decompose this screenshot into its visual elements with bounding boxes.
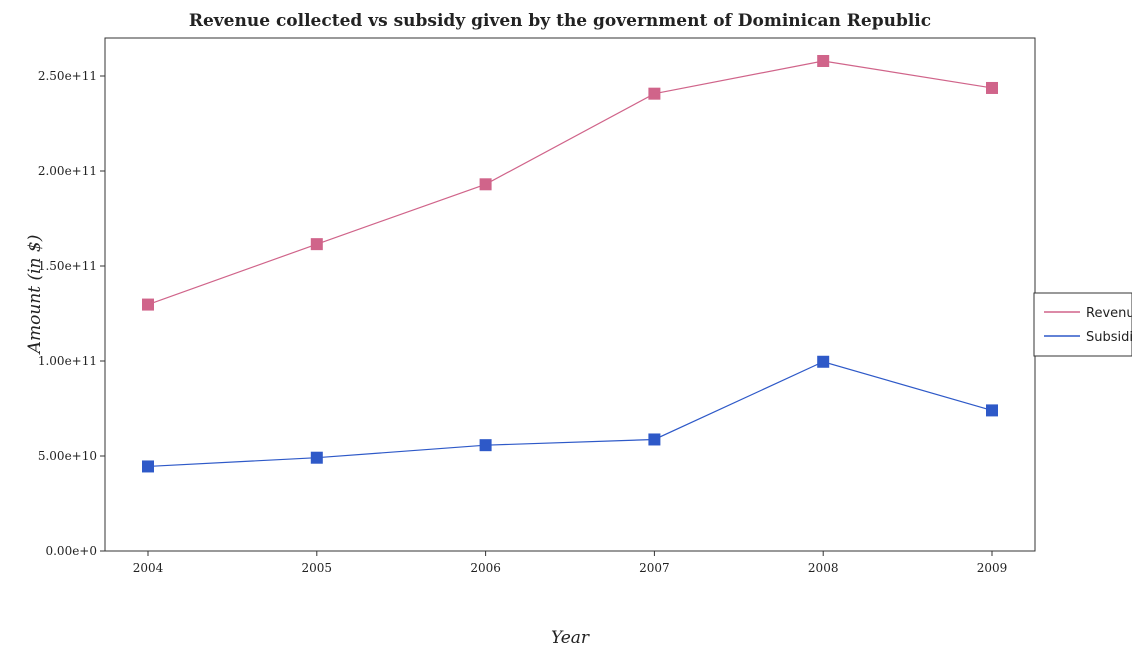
subsidies-point-2006 <box>479 439 492 452</box>
y-tick-label: 2.50e+11 <box>38 69 97 83</box>
x-axis-ticks: 2004 2005 2006 2007 2008 2009 <box>133 551 1008 575</box>
series-layer <box>142 54 998 473</box>
chart-title: Revenue collected vs subsidy given by th… <box>189 11 931 31</box>
legend-box <box>1033 292 1132 357</box>
x-tick-label: 2008 <box>808 561 839 575</box>
x-axis-label: Year <box>551 628 590 648</box>
subsidies-point-2005 <box>310 451 323 464</box>
x-tick-label: 2004 <box>133 561 164 575</box>
plot-area <box>104 37 1036 552</box>
legend-subsidies-label: Subsidies <box>1086 330 1132 345</box>
revenue-point-2007 <box>648 87 661 100</box>
subsidies-point-2008 <box>817 355 830 368</box>
revenue-point-2006 <box>479 178 492 191</box>
y-tick-label: 1.00e+11 <box>38 354 97 368</box>
revenue-point-2009 <box>986 81 998 94</box>
x-tick-label: 2009 <box>977 561 1008 575</box>
subsidies-series-line <box>147 361 993 468</box>
x-tick-label: 2005 <box>302 561 333 575</box>
subsidies-point-2009 <box>986 404 998 417</box>
y-axis-ticks: 0.00e+0 5.00e+10 1.00e+11 1.50e+11 2.00e+11 2… <box>38 69 105 558</box>
x-tick-label: 2007 <box>639 561 670 575</box>
revenue-series-line <box>147 60 993 306</box>
legend-revenue-label: Revenue <box>1086 306 1132 321</box>
revenue-point-2008 <box>817 54 830 67</box>
revenue-point-2005 <box>310 238 323 251</box>
subsidies-point-2007 <box>648 433 661 446</box>
y-tick-label: 2.00e+11 <box>38 164 97 178</box>
y-tick-label: 0.00e+0 <box>45 544 97 558</box>
legend: Revenue Subsidies <box>1033 292 1132 357</box>
subsidies-point-2004 <box>142 460 154 473</box>
y-tick-label: 1.50e+11 <box>38 259 97 273</box>
revenue-point-2004 <box>142 298 154 311</box>
x-tick-label: 2006 <box>470 561 501 575</box>
y-axis-label: Amount (in $) <box>25 235 45 356</box>
y-tick-label: 5.00e+10 <box>38 449 97 463</box>
